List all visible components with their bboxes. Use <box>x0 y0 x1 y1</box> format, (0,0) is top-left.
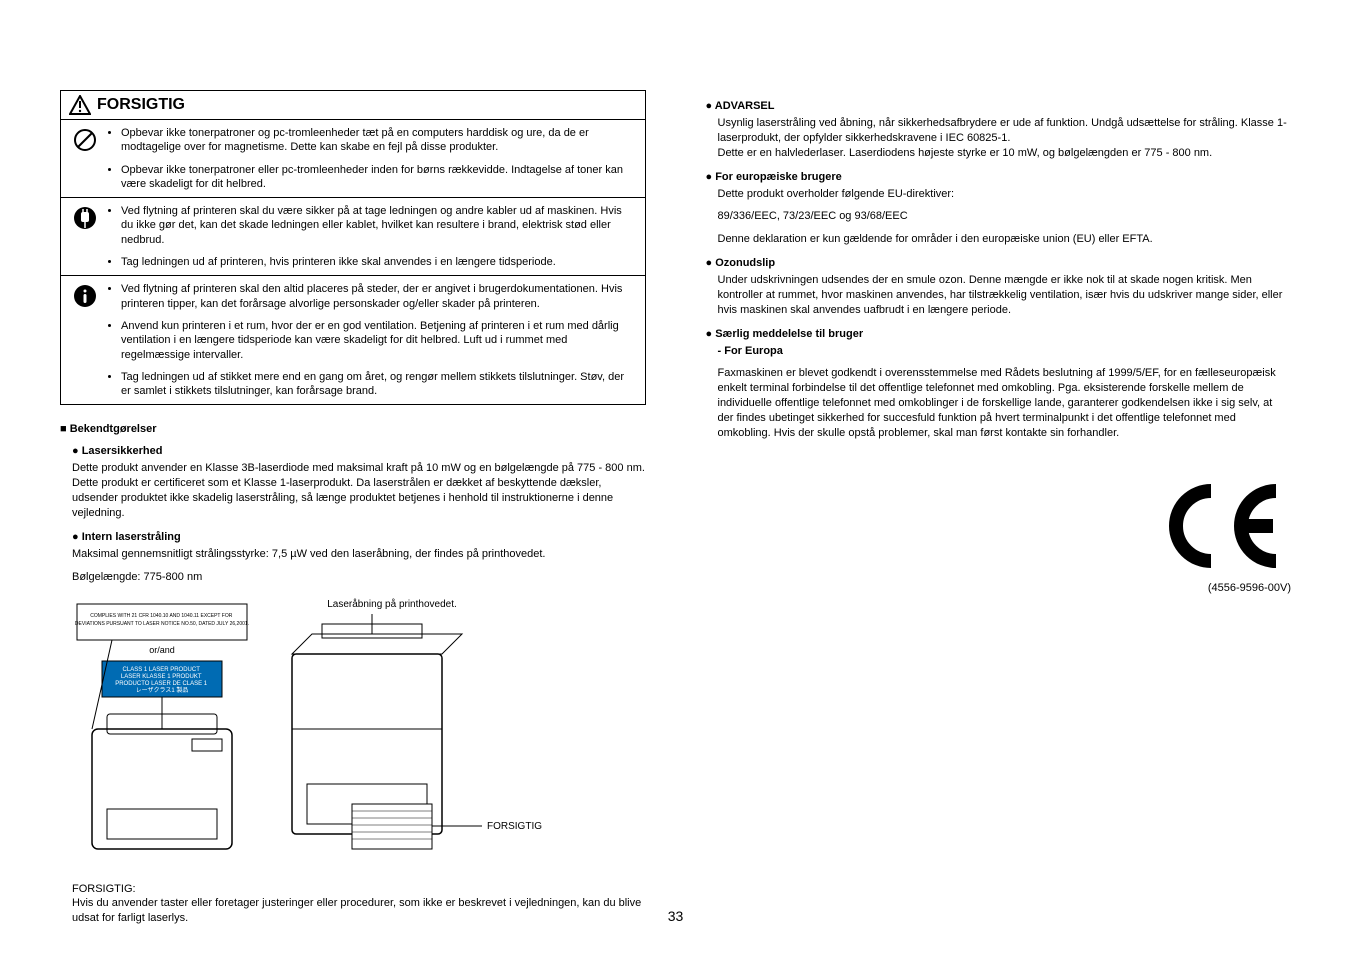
label-orand-text: or/and <box>149 645 175 655</box>
caution-item: Tag ledningen ud af stikket mere end en … <box>121 370 637 399</box>
prohibit-icon <box>73 128 97 152</box>
laser-safety-heading: ● Lasersikkerhed <box>72 445 646 457</box>
diagram-row: COMPLIES WITH 21 CFR 1040.10 AND 1040.11… <box>72 599 646 872</box>
caution-body: Hvis du anvender taster eller foretager … <box>72 896 646 926</box>
laser-safety-body: Dette produkt anvender en Klasse 3B-lase… <box>72 461 646 520</box>
left-column: FORSIGTIG Opbevar ikke tonerpatroner og … <box>60 90 646 926</box>
caution-title: FORSIGTIG <box>61 91 645 120</box>
internal-line1: Maksimal gennemsnitligt strålingsstyrke:… <box>72 547 646 562</box>
compliance-label-diagram: COMPLIES WITH 21 CFR 1040.10 AND 1040.11… <box>72 599 252 872</box>
plug-icon <box>73 206 97 230</box>
ozone-heading: ● Ozonudslip <box>706 257 1292 269</box>
caution-box: FORSIGTIG Opbevar ikke tonerpatroner og … <box>60 90 646 405</box>
eu-heading: ● For europæiske brugere <box>706 171 1292 183</box>
caution-item: Ved flytning af printeren skal du være s… <box>121 204 637 247</box>
internal-heading: ● Intern laserstråling <box>72 531 646 543</box>
ce-mark: (4556-9596-00V) <box>706 481 1292 594</box>
caution-item: Anvend kun printeren i et rum, hvor der … <box>121 319 637 362</box>
special-heading: ● Særlig meddelelse til bruger <box>706 328 1292 340</box>
caution-item: Opbevar ikke tonerpatroner og pc-tromlee… <box>121 126 637 155</box>
printer-annot-side-text: FORSIGTIG: Laser <box>487 821 542 832</box>
right-column: ● ADVARSEL Usynlig laserstråling ved åbn… <box>706 90 1292 926</box>
label-compliance-text: COMPLIES WITH 21 CFR 1040.10 AND 1040.11… <box>75 613 249 627</box>
internal-line2: Bølgelængde: 775-800 nm <box>72 570 646 585</box>
info-icon <box>73 284 97 308</box>
warning-heading: ● ADVARSEL <box>706 100 1292 112</box>
eu-line1: Dette produkt overholder følgende EU-dir… <box>718 187 1292 202</box>
notices-heading: ■ Bekendtgørelser <box>60 423 646 435</box>
caution-row-info: Ved flytning af printeren skal den altid… <box>61 276 645 404</box>
caution-label: FORSIGTIG: <box>72 882 646 897</box>
caution-item: Tag ledningen ud af printeren, hvis prin… <box>121 255 637 269</box>
part-number: (4556-9596-00V) <box>706 582 1292 594</box>
special-body: Faxmaskinen er blevet godkendt i overens… <box>718 366 1292 440</box>
printer-annot-top: Laseråbning på printhovedet. <box>282 599 502 610</box>
printer-diagram: Laseråbning på printhovedet. <box>282 599 502 867</box>
eu-line2: 89/336/EEC, 73/23/EEC og 93/68/EEC <box>718 209 1292 224</box>
ozone-body: Under udskrivningen udsendes der en smul… <box>718 273 1292 318</box>
caution-title-text: FORSIGTIG <box>97 96 185 114</box>
warning-body: Usynlig laserstråling ved åbning, når si… <box>718 116 1292 161</box>
caution-item: Ved flytning af printeren skal den altid… <box>121 282 637 311</box>
caution-row-plug: Ved flytning af printeren skal du være s… <box>61 198 645 276</box>
eu-line3: Denne deklaration er kun gældende for om… <box>718 232 1292 247</box>
warning-triangle-icon <box>69 95 91 115</box>
page-number: 33 <box>668 908 684 924</box>
caution-item: Opbevar ikke tonerpatroner eller pc-trom… <box>121 163 637 192</box>
special-sub: - For Europa <box>718 344 1292 359</box>
caution-row-prohibit: Opbevar ikke tonerpatroner og pc-tromlee… <box>61 120 645 198</box>
ce-mark-icon <box>1161 481 1291 571</box>
